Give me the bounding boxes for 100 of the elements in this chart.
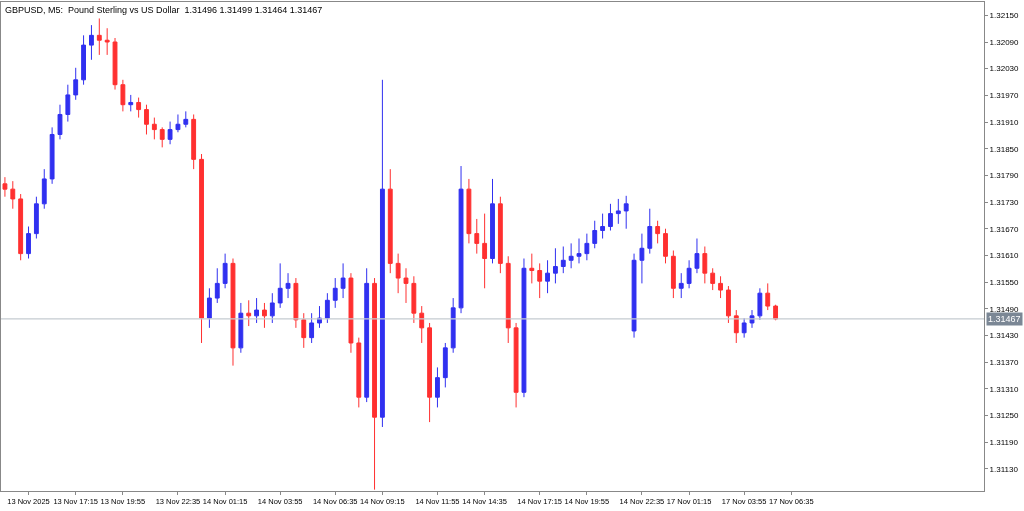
candlestick bbox=[529, 253, 535, 284]
candlestick bbox=[670, 250, 676, 299]
candlestick bbox=[104, 27, 110, 56]
candlestick bbox=[568, 242, 574, 269]
candlestick bbox=[136, 97, 142, 119]
candlestick bbox=[41, 168, 47, 210]
candlestick bbox=[356, 337, 362, 408]
candlestick bbox=[513, 322, 519, 408]
candlestick bbox=[663, 228, 668, 264]
candlestick bbox=[159, 126, 165, 148]
candlestick bbox=[324, 292, 330, 324]
candlestick bbox=[427, 322, 433, 423]
y-tick-label: 1.31190 bbox=[989, 437, 1019, 447]
candlestick bbox=[411, 275, 417, 324]
candlestick bbox=[222, 253, 228, 289]
candlestick bbox=[773, 304, 779, 321]
y-tick-label: 1.32090 bbox=[989, 37, 1020, 47]
y-tick-label: 1.31370 bbox=[989, 357, 1020, 367]
candlestick bbox=[655, 220, 661, 244]
ref-line-label: 1.31467 bbox=[988, 314, 1021, 324]
y-tick-label: 1.31970 bbox=[989, 91, 1020, 101]
candlestick bbox=[765, 282, 771, 311]
candlestick bbox=[545, 259, 550, 294]
candlestick bbox=[364, 267, 370, 403]
candlestick bbox=[96, 17, 102, 56]
candlestick bbox=[340, 262, 346, 299]
y-tick-label: 1.31130 bbox=[989, 464, 1019, 474]
candlestick bbox=[623, 195, 629, 230]
candlestick bbox=[246, 299, 252, 327]
chart-title: GBPUSD, M5: Pound Sterling vs US Dollar 1.31496 1.31499 1.31464 1.31467 bbox=[5, 5, 323, 15]
candlestick bbox=[379, 79, 385, 428]
y-tick-label: 1.31730 bbox=[989, 197, 1020, 207]
candlestick bbox=[269, 292, 275, 324]
candlestick bbox=[57, 104, 63, 140]
candlestick bbox=[2, 176, 8, 198]
candlestick bbox=[584, 233, 590, 261]
candlestick bbox=[112, 37, 118, 91]
candlestick bbox=[450, 297, 456, 354]
candlestick bbox=[10, 180, 16, 210]
candlestick bbox=[741, 317, 747, 339]
candlestick bbox=[474, 218, 480, 255]
y-tick-label: 1.31550 bbox=[989, 277, 1020, 287]
y-tick-label: 1.32150 bbox=[989, 11, 1020, 21]
candlestick bbox=[332, 277, 338, 309]
y-tick-label: 1.31610 bbox=[989, 251, 1020, 261]
candlestick bbox=[309, 312, 315, 344]
candlestick bbox=[81, 34, 86, 86]
candlestick bbox=[301, 312, 307, 349]
candlestick bbox=[647, 208, 653, 255]
y-tick-label: 1.31490 bbox=[989, 304, 1020, 314]
candlestick bbox=[214, 267, 220, 304]
candlestick bbox=[395, 253, 401, 294]
candlestick bbox=[608, 203, 613, 231]
candlestick bbox=[757, 287, 763, 321]
candlestick bbox=[639, 233, 645, 284]
candlestick bbox=[490, 178, 495, 264]
candlestick bbox=[89, 24, 94, 61]
candlestick bbox=[49, 126, 55, 185]
candlestick bbox=[710, 267, 716, 291]
candlestick bbox=[560, 246, 566, 274]
candlestick bbox=[372, 277, 377, 491]
candlestick bbox=[592, 220, 598, 249]
candlestick bbox=[718, 275, 723, 299]
candlestick bbox=[505, 255, 511, 344]
candlestick bbox=[120, 79, 126, 112]
candlestick bbox=[615, 198, 621, 225]
y-tick-label: 1.31850 bbox=[989, 144, 1020, 154]
y-tick-label: 1.31250 bbox=[989, 411, 1020, 421]
y-tick-label: 1.31430 bbox=[989, 331, 1020, 341]
candlestick bbox=[293, 277, 299, 329]
candlestick bbox=[631, 253, 637, 339]
y-tick-label: 1.31790 bbox=[989, 171, 1020, 181]
candlestick bbox=[151, 117, 157, 140]
candlestick bbox=[18, 193, 24, 261]
candlestick bbox=[65, 84, 71, 123]
candlestick bbox=[277, 262, 283, 309]
candlestick bbox=[175, 113, 181, 133]
candlestick bbox=[348, 272, 354, 354]
candlestick bbox=[466, 178, 472, 244]
candlestick bbox=[33, 196, 39, 239]
candlestick bbox=[230, 258, 236, 367]
candlestick bbox=[387, 168, 393, 274]
candlestick bbox=[537, 262, 543, 299]
candlestick bbox=[733, 309, 739, 344]
candlestick bbox=[403, 267, 409, 304]
candlestick bbox=[725, 285, 731, 324]
candlestick bbox=[73, 67, 79, 101]
candlestick bbox=[686, 259, 692, 289]
candlestick bbox=[678, 272, 684, 299]
candlestick bbox=[576, 238, 582, 264]
candlestick bbox=[482, 213, 488, 289]
candlestick bbox=[262, 302, 267, 329]
y-tick-label: 1.32030 bbox=[989, 64, 1020, 74]
candlestick bbox=[238, 302, 244, 354]
candlestick bbox=[285, 272, 291, 299]
candlestick bbox=[702, 246, 708, 284]
candlestick bbox=[206, 287, 212, 329]
candlestick bbox=[442, 342, 448, 388]
candlestick bbox=[419, 305, 425, 344]
candlestick bbox=[521, 258, 527, 398]
